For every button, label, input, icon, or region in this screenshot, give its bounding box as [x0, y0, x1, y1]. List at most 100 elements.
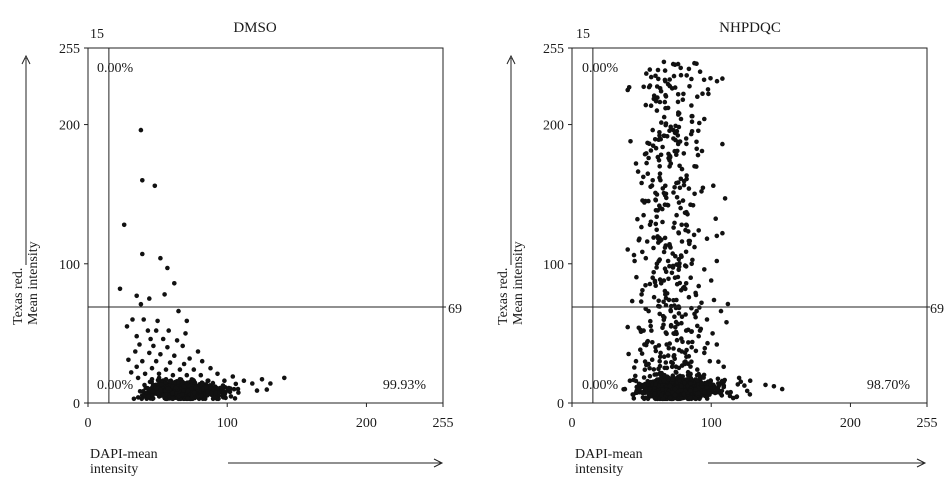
data-point [663, 183, 668, 189]
data-point [702, 350, 707, 356]
data-point [161, 393, 166, 398]
data-point [212, 394, 218, 400]
data-point [657, 175, 662, 180]
data-point [694, 146, 699, 152]
data-point [259, 377, 265, 382]
data-point [200, 381, 205, 386]
data-point [697, 69, 703, 74]
data-point [667, 263, 672, 269]
data-point [633, 373, 638, 379]
data-point [716, 359, 721, 365]
x-axis-label-line2: intensity [575, 462, 623, 477]
data-point [699, 189, 704, 194]
data-point [690, 339, 695, 345]
data-point [687, 238, 693, 244]
data-point [677, 373, 683, 379]
data-point [653, 73, 658, 79]
data-point [187, 356, 192, 361]
data-point [134, 364, 139, 370]
data-point [149, 377, 155, 382]
x-tick-label: 255 [917, 416, 938, 431]
data-point [215, 371, 220, 377]
data-point [692, 244, 697, 250]
data-point [670, 377, 676, 383]
data-point [688, 131, 694, 137]
data-point [140, 178, 145, 183]
y-tick-label: 100 [543, 258, 564, 273]
data-point [714, 78, 720, 84]
data-point [720, 76, 725, 81]
data-point [653, 221, 659, 227]
data-point [695, 390, 701, 396]
data-point [671, 331, 676, 336]
data-point [650, 340, 655, 345]
x-tick-label: 100 [217, 416, 238, 431]
data-point [626, 85, 632, 90]
y-axis-label-line2: Mean intensity [511, 241, 526, 325]
data-point [199, 358, 205, 364]
data-point [138, 301, 144, 307]
data-point [131, 396, 137, 402]
data-point [680, 97, 686, 102]
data-point [184, 318, 190, 324]
y-tick-label: 0 [557, 397, 564, 412]
data-point [706, 91, 711, 97]
data-point [139, 396, 144, 402]
data-point [165, 345, 170, 350]
data-point [649, 183, 655, 188]
data-point [181, 361, 187, 367]
data-point [208, 390, 214, 396]
data-point [662, 235, 668, 241]
data-point [671, 225, 676, 230]
data-point [738, 379, 744, 385]
data-point [689, 76, 694, 82]
plot-frame [571, 47, 928, 404]
data-point [644, 151, 649, 156]
data-point [681, 182, 687, 188]
data-point [228, 394, 234, 399]
data-point [686, 294, 692, 300]
data-point [664, 365, 670, 371]
data-point [130, 317, 135, 322]
data-point [213, 390, 218, 396]
data-point [702, 116, 707, 122]
data-point [177, 367, 183, 372]
data-point [694, 139, 699, 145]
data-point [660, 325, 665, 331]
y-tick-label: 200 [59, 119, 80, 134]
y-gate-label: 69 [930, 302, 944, 317]
data-point [668, 303, 674, 309]
data-point [680, 339, 685, 345]
data-point [638, 347, 643, 353]
data-point [656, 158, 662, 163]
data-point [697, 120, 702, 126]
x-axis-label-line1: DAPI-mean [90, 447, 158, 462]
data-point [642, 359, 648, 364]
data-point [158, 352, 163, 357]
quadrant-label-lower-left: 0.00% [97, 378, 134, 393]
data-point [667, 383, 673, 389]
data-point [666, 151, 671, 157]
data-point [693, 348, 699, 354]
data-point [639, 180, 644, 186]
data-point [679, 239, 685, 244]
data-point [647, 281, 653, 287]
data-point [667, 395, 673, 401]
data-point [133, 349, 138, 354]
data-point [631, 252, 637, 258]
data-point [126, 357, 131, 363]
data-points [117, 127, 287, 402]
data-point [697, 328, 703, 333]
data-point [671, 190, 676, 195]
data-point [679, 383, 684, 389]
data-point [676, 264, 682, 269]
data-point [160, 336, 166, 342]
data-point [646, 308, 651, 314]
data-point [128, 370, 134, 375]
data-point [625, 247, 630, 252]
data-point [672, 392, 678, 398]
data-point [661, 299, 666, 305]
data-point [701, 375, 706, 380]
data-point [215, 386, 220, 391]
data-point [671, 354, 676, 359]
